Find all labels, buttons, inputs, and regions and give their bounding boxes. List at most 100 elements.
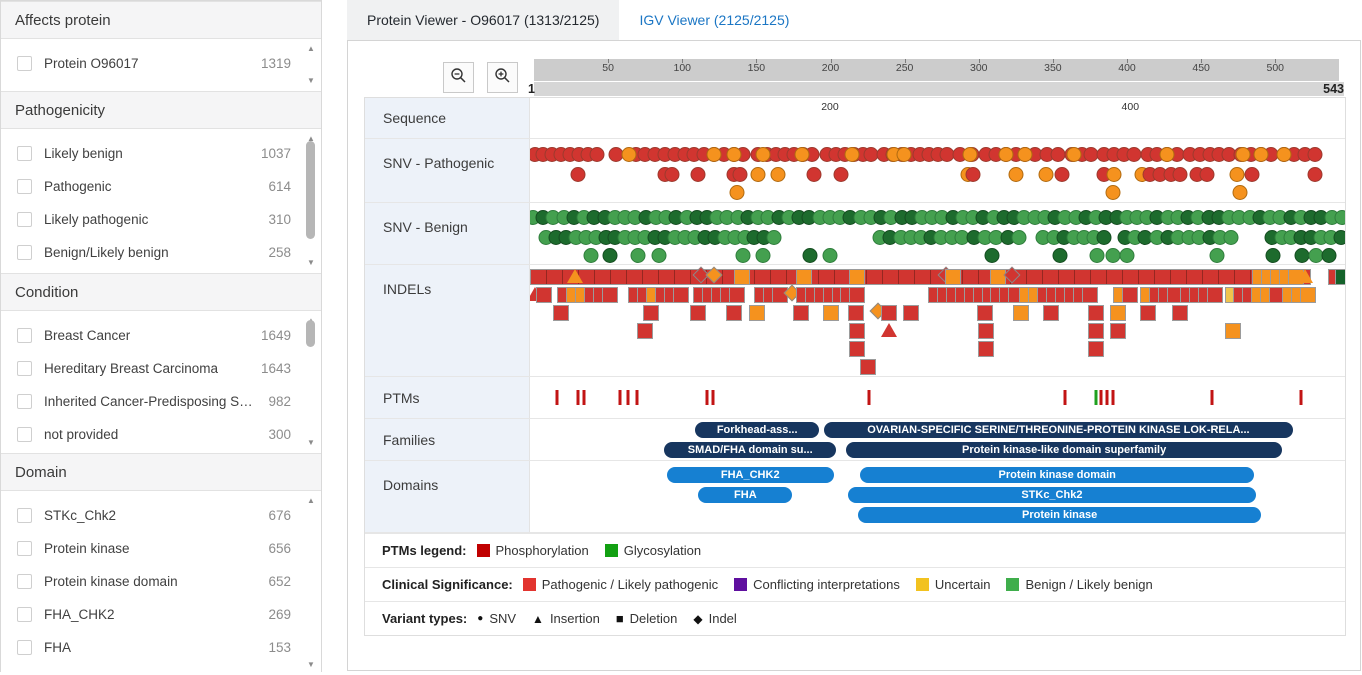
variant-circle[interactable] bbox=[1066, 147, 1081, 162]
variant-square[interactable] bbox=[749, 305, 766, 321]
variant-square[interactable] bbox=[636, 323, 653, 339]
ptm-mark[interactable] bbox=[867, 390, 871, 405]
variant-circle[interactable] bbox=[1244, 167, 1260, 182]
variant-circle[interactable] bbox=[1105, 185, 1121, 200]
zoom-out-button[interactable] bbox=[443, 62, 474, 93]
scroll-up-arrow[interactable]: ▲ bbox=[307, 44, 315, 53]
variant-circle[interactable] bbox=[651, 248, 667, 263]
variant-circle[interactable] bbox=[690, 167, 706, 182]
scrollbar[interactable]: ▲▼ bbox=[303, 495, 319, 671]
variant-circle[interactable] bbox=[1008, 167, 1024, 182]
filter-item[interactable]: FHA 153 bbox=[1, 631, 321, 664]
variant-square[interactable] bbox=[725, 305, 742, 321]
filter-checkbox[interactable] bbox=[17, 394, 32, 409]
variant-square[interactable] bbox=[849, 287, 866, 303]
variant-square[interactable] bbox=[849, 269, 866, 285]
track-lane-families[interactable]: Forkhead-ass... OVARIAN-SPECIFIC SERINE/T… bbox=[529, 419, 1345, 460]
variant-square[interactable] bbox=[553, 305, 570, 321]
tab-igv-viewer[interactable]: IGV Viewer (2125/2125) bbox=[619, 0, 810, 40]
variant-square[interactable] bbox=[1206, 287, 1223, 303]
variant-square[interactable] bbox=[796, 269, 813, 285]
ptm-mark[interactable] bbox=[1094, 390, 1098, 405]
variant-square[interactable] bbox=[1081, 287, 1098, 303]
filter-checkbox[interactable] bbox=[17, 179, 32, 194]
scrollbar[interactable]: ▲▼ bbox=[303, 43, 319, 87]
position-ruler[interactable]: 50 100 150 200 250 300 350 400 450 500 bbox=[534, 59, 1339, 81]
variant-square[interactable] bbox=[1110, 323, 1127, 339]
domain-pill[interactable]: STKc_Chk2 bbox=[847, 487, 1257, 503]
variant-circle[interactable] bbox=[1334, 210, 1345, 225]
variant-square[interactable] bbox=[601, 287, 618, 303]
filter-checkbox[interactable] bbox=[17, 427, 32, 442]
variant-square[interactable] bbox=[672, 287, 689, 303]
variant-square[interactable] bbox=[977, 305, 994, 321]
track-lane-snv_pathogenic[interactable] bbox=[529, 139, 1345, 202]
filter-item[interactable]: Likely benign 1037 bbox=[1, 137, 321, 170]
filter-item[interactable]: not provided 300 bbox=[1, 418, 321, 451]
variant-circle[interactable] bbox=[1172, 167, 1188, 182]
filter-item[interactable]: Benign/Likely benign 258 bbox=[1, 236, 321, 269]
variant-circle[interactable] bbox=[1307, 147, 1323, 162]
filter-checkbox[interactable] bbox=[17, 640, 32, 655]
variant-triangle[interactable] bbox=[881, 323, 898, 337]
family-pill[interactable]: SMAD/FHA domain su... bbox=[664, 442, 837, 458]
variant-circle[interactable] bbox=[802, 248, 818, 263]
variant-square[interactable] bbox=[847, 305, 864, 321]
ptm-mark[interactable] bbox=[1063, 390, 1067, 405]
track-lane-indels[interactable] bbox=[529, 265, 1345, 376]
variant-square[interactable] bbox=[1335, 269, 1345, 285]
variant-circle[interactable] bbox=[1223, 230, 1239, 245]
variant-square[interactable] bbox=[536, 287, 553, 303]
variant-circle[interactable] bbox=[1209, 248, 1225, 263]
filter-item[interactable]: Protein kinase domain 652 bbox=[1, 565, 321, 598]
tab-protein-viewer[interactable]: Protein Viewer - O96017 (1313/2125) bbox=[347, 0, 620, 40]
filter-checkbox[interactable] bbox=[17, 361, 32, 376]
variant-circle[interactable] bbox=[1307, 167, 1323, 182]
variant-square[interactable] bbox=[1087, 305, 1104, 321]
filter-item[interactable]: STKc_Chk2 676 bbox=[1, 499, 321, 532]
variant-circle[interactable] bbox=[621, 147, 637, 162]
variant-square[interactable] bbox=[823, 305, 840, 321]
variant-square[interactable] bbox=[1110, 305, 1127, 321]
domain-pill[interactable]: Protein kinase domain bbox=[859, 467, 1255, 483]
variant-circle[interactable] bbox=[984, 248, 1000, 263]
variant-square[interactable] bbox=[1225, 323, 1242, 339]
scrollbar-thumb[interactable] bbox=[306, 141, 315, 240]
filter-item[interactable]: Likely pathogenic 310 bbox=[1, 203, 321, 236]
scrollbar[interactable]: ▲▼ bbox=[303, 133, 319, 269]
scroll-up-arrow[interactable]: ▲ bbox=[307, 496, 315, 505]
variant-square[interactable] bbox=[989, 269, 1006, 285]
variant-circle[interactable] bbox=[1017, 147, 1033, 162]
variant-circle[interactable] bbox=[1159, 147, 1175, 162]
scroll-down-arrow[interactable]: ▼ bbox=[307, 660, 315, 669]
domain-pill[interactable]: FHA bbox=[698, 487, 793, 503]
variant-square[interactable] bbox=[1139, 305, 1156, 321]
filter-item[interactable]: Protein kinase 656 bbox=[1, 532, 321, 565]
variant-circle[interactable] bbox=[1126, 147, 1142, 162]
variant-square[interactable] bbox=[728, 287, 745, 303]
variant-circle[interactable] bbox=[794, 147, 810, 162]
variant-square[interactable] bbox=[643, 305, 660, 321]
variant-circle[interactable] bbox=[1232, 185, 1248, 200]
variant-circle[interactable] bbox=[1235, 147, 1251, 162]
filter-checkbox[interactable] bbox=[17, 508, 32, 523]
variant-circle[interactable] bbox=[750, 167, 766, 182]
filter-item[interactable]: Inherited Cancer-Predisposing Syndro... … bbox=[1, 385, 321, 418]
variant-circle[interactable] bbox=[1199, 167, 1215, 182]
variant-square[interactable] bbox=[1012, 305, 1029, 321]
variant-circle[interactable] bbox=[630, 248, 646, 263]
variant-square[interactable] bbox=[978, 341, 995, 357]
track-lane-domains[interactable]: FHA_CHK2 Protein kinase domain FHA STKc_Chk… bbox=[529, 461, 1345, 532]
variant-circle[interactable] bbox=[806, 167, 822, 182]
filter-checkbox[interactable] bbox=[17, 328, 32, 343]
ptm-mark[interactable] bbox=[1299, 390, 1303, 405]
filter-item[interactable]: FHA_CHK2 269 bbox=[1, 598, 321, 631]
filter-checkbox[interactable] bbox=[17, 541, 32, 556]
variant-circle[interactable] bbox=[583, 248, 599, 263]
variant-circle[interactable] bbox=[735, 248, 751, 263]
variant-circle[interactable] bbox=[998, 147, 1014, 162]
indel-bar[interactable] bbox=[529, 269, 1311, 285]
scroll-down-arrow[interactable]: ▼ bbox=[307, 76, 315, 85]
variant-square[interactable] bbox=[903, 305, 920, 321]
scroll-up-arrow[interactable]: ▲ bbox=[307, 134, 315, 143]
